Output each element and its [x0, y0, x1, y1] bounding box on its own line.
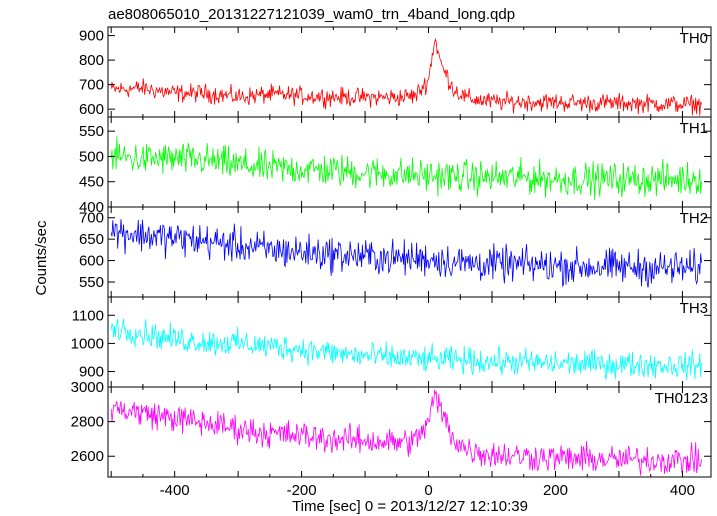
y-tick-label: 700 — [79, 210, 104, 227]
y-tick-label: 600 — [79, 101, 104, 118]
x-axis-label: Time [sec] 0 = 2013/12/27 12:10:39 — [292, 498, 528, 515]
y-tick-label: 900 — [79, 28, 104, 45]
y-tick-label: 650 — [79, 231, 104, 248]
y-tick-label: 2600 — [71, 448, 104, 465]
panel-frame — [107, 296, 712, 388]
y-tick-label: 1100 — [72, 307, 104, 324]
panel-label: TH0123 — [655, 390, 708, 407]
panel-th2: TH2 550 600 650 700 — [79, 206, 712, 298]
series-line-th2 — [110, 219, 702, 288]
y-tick-label: 450 — [79, 174, 104, 191]
y-tick-label: 2800 — [71, 414, 104, 431]
chart-title: ae808065010_20131227121039_wam0_trn_4ban… — [108, 6, 515, 23]
panel-label: TH1 — [680, 120, 708, 137]
panel-th0: TH0 600 700 800 900 — [79, 26, 712, 118]
y-tick-label: 600 — [79, 253, 104, 270]
series-line-th0123 — [110, 389, 702, 476]
panel-frame — [107, 386, 712, 478]
panel-label: TH3 — [680, 300, 708, 317]
y-tick-label: 400 — [79, 199, 104, 216]
series-line-th3 — [110, 318, 702, 381]
y-tick-label: 550 — [79, 123, 104, 140]
y-tick-label: 700 — [79, 77, 104, 94]
y-tick-label: 500 — [79, 148, 104, 165]
x-tick-label: -200 — [287, 482, 317, 499]
panel-label: TH2 — [680, 210, 708, 227]
y-tick-label: 550 — [79, 274, 104, 291]
panel-frame — [107, 206, 712, 298]
series-line-th0 — [110, 37, 702, 116]
panel-th0123: TH0123 2600 2800 3000 — [71, 379, 712, 478]
series-line-th1 — [110, 135, 702, 201]
x-tick-label: 400 — [670, 482, 695, 499]
x-tick-label: -400 — [160, 482, 190, 499]
panel-frame — [107, 116, 712, 208]
y-tick-label: 1000 — [71, 335, 104, 352]
panel-th1: TH1 400 450 500 550 — [79, 116, 712, 216]
panels-group: TH0 600 700 800 900 TH1 400 450 500 550 TH2 550 600 6… — [71, 26, 712, 499]
y-axis-label: Counts/sec — [33, 220, 50, 296]
x-tick-label: 200 — [543, 482, 568, 499]
y-tick-label: 800 — [79, 52, 104, 69]
x-tick-label: 0 — [424, 482, 432, 499]
panel-label: TH0 — [680, 30, 708, 47]
panel-th3: TH3 900 1000 1100 — [71, 296, 712, 388]
y-tick-label: 3000 — [71, 379, 104, 396]
y-tick-label: 900 — [79, 364, 104, 381]
